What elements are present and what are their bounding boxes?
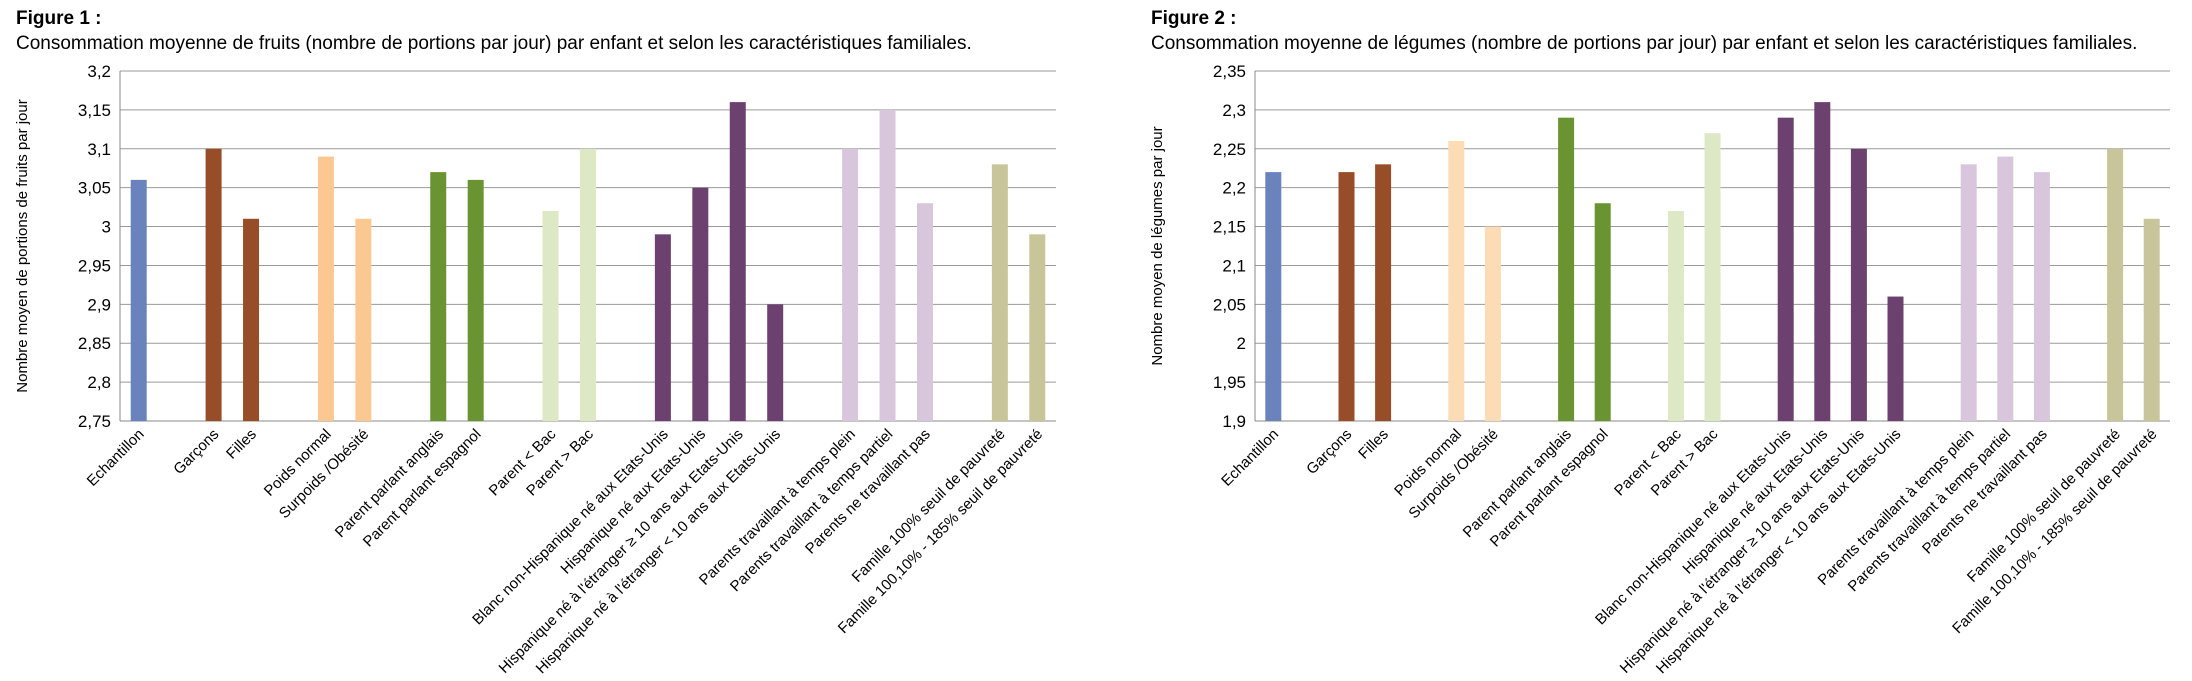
y-tick-label: 3,15: [78, 101, 111, 120]
y-axis-title: Nombre moyen de portions de fruits par j…: [14, 99, 31, 392]
bar: [1997, 156, 2014, 422]
bar: [130, 179, 147, 421]
bar: [729, 102, 746, 421]
bar: [1814, 102, 1831, 421]
x-category-label: Echantillon: [84, 426, 148, 490]
bar: [1375, 164, 1392, 422]
bar: [430, 172, 447, 421]
x-category-label: Garçons: [170, 426, 222, 478]
y-tick-label: 1,95: [1213, 373, 1246, 392]
y-tick-label: 2: [1237, 334, 1246, 353]
y-tick-label: 2,1: [1222, 256, 1246, 275]
bar: [1594, 203, 1611, 421]
y-tick-label: 2,3: [1222, 101, 1246, 120]
bar: [1448, 141, 1465, 421]
figure-label: Figure 2 :: [1151, 8, 1237, 29]
bar: [1960, 164, 1977, 422]
x-category-label: Echantillon: [1218, 426, 1282, 490]
bar-chart-legumes: 1,9 1,95 2 2,05 2,1 2,15 2,2 2,25 2,3 2,35 Nombre …: [1149, 62, 2170, 677]
y-tick-label: 2,9: [87, 295, 111, 314]
x-category-label: Filles: [223, 426, 260, 463]
bar: [542, 211, 559, 421]
bar: [1667, 211, 1684, 421]
bar-chart-fruits: 2,75 2,8 2,85 2,9 2,95 3 3,05 3,1 3,15 3,2 Nombre …: [14, 62, 1056, 677]
bar: [1850, 148, 1867, 421]
bar: [1265, 172, 1282, 421]
figure-title: Consommation moyenne de légumes (nombre …: [1151, 33, 2138, 54]
bar: [1484, 226, 1501, 421]
bar: [1887, 296, 1904, 421]
y-tick-label: 2,25: [1213, 140, 1246, 159]
figure-1: Figure 1 : Consommation moyenne de fruit…: [0, 0, 1090, 681]
y-tick-label: 1,9: [1222, 412, 1246, 431]
bar: [1777, 117, 1794, 422]
x-category-label: Filles: [1355, 426, 1392, 463]
bar: [467, 179, 484, 421]
bar: [355, 218, 372, 421]
bar: [2033, 172, 2050, 421]
bar: [767, 304, 784, 421]
bar: [2107, 148, 2124, 421]
y-tick-label: 2,75: [78, 412, 111, 431]
y-tick-label: 3,2: [87, 62, 111, 81]
bar: [1704, 133, 1721, 421]
bar: [205, 148, 222, 421]
bar: [1558, 117, 1575, 422]
y-tick-label: 3,1: [87, 140, 111, 159]
y-tick-label: 2,2: [1222, 179, 1246, 198]
y-tick-label: 2,85: [78, 334, 111, 353]
bar: [916, 203, 933, 421]
bar: [991, 164, 1008, 422]
y-tick-label: 2,95: [78, 256, 111, 275]
bar: [692, 187, 709, 421]
bar: [1029, 234, 1046, 421]
bar: [580, 148, 596, 421]
y-tick-label: 2,35: [1213, 62, 1246, 81]
bar: [1338, 172, 1355, 421]
bar: [842, 148, 859, 421]
y-tick-label: 3,05: [78, 179, 111, 198]
y-tick-label: 2,8: [87, 373, 111, 392]
bar: [654, 234, 671, 421]
bar: [317, 156, 334, 422]
y-tick-label: 2,05: [1213, 295, 1246, 314]
x-category-label: Garçons: [1303, 426, 1355, 478]
bar: [879, 109, 896, 421]
bar: [243, 218, 260, 421]
figure-2: Figure 2 : Consommation moyenne de légum…: [1135, 0, 2192, 681]
y-tick-label: 3: [102, 218, 111, 237]
bar: [2143, 218, 2160, 421]
figure-title: Consommation moyenne de fruits (nombre d…: [16, 33, 972, 54]
figure-label: Figure 1 :: [16, 8, 102, 29]
y-axis-title: Nombre moyen de légumes par jour: [1149, 126, 1166, 365]
y-tick-label: 2,15: [1213, 218, 1246, 237]
